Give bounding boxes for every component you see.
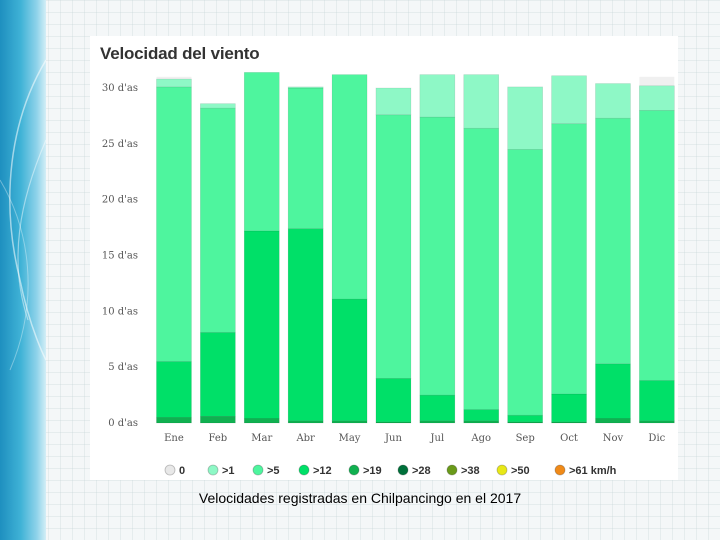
bar-segment xyxy=(243,72,280,232)
bar-segment xyxy=(463,409,500,422)
wind-speed-chart: Velocidad del viento 0 d'as 5 d'as 10 d'as… xyxy=(90,36,678,480)
bar-segment xyxy=(507,414,543,423)
legend-swatch xyxy=(554,464,566,476)
bar-segment xyxy=(156,86,192,362)
legend-swatch xyxy=(164,464,176,476)
x-tick-label: Abr xyxy=(295,433,315,444)
y-tick-label: 20 d'as xyxy=(102,195,138,206)
bar-segment xyxy=(419,420,456,424)
y-tick-label: 0 d'as xyxy=(108,418,138,429)
bar-segment xyxy=(287,86,324,89)
y-tick-label: 30 d'as xyxy=(102,83,138,94)
legend-label: >5 xyxy=(267,465,280,477)
bar-segment xyxy=(463,127,500,410)
bar-segment xyxy=(639,420,675,424)
legend-swatch xyxy=(207,464,219,476)
x-tick-label: Jun xyxy=(384,433,402,444)
bar-segment xyxy=(375,114,412,379)
bar-segment xyxy=(551,75,587,125)
bar-segment xyxy=(331,298,368,422)
bar-segment xyxy=(200,103,236,109)
x-tick-label: Oct xyxy=(560,433,578,444)
chart-title: Velocidad del viento xyxy=(100,44,260,63)
bar-segment xyxy=(639,380,675,422)
legend-swatch xyxy=(298,464,310,476)
legend-label: >38 xyxy=(461,465,480,477)
slide-caption: Velocidades registradas en Chilpancingo … xyxy=(198,490,522,506)
legend-swatch xyxy=(252,464,264,476)
x-tick-label: Ene xyxy=(164,433,184,444)
legend-swatch xyxy=(496,464,508,476)
bar-segment xyxy=(375,87,412,116)
bar-segment xyxy=(287,420,324,424)
legend-swatch xyxy=(446,464,458,476)
legend-label: >1 xyxy=(222,465,235,477)
swirl-decoration xyxy=(0,59,46,371)
bar-segment xyxy=(243,230,280,419)
bar-segment xyxy=(200,415,236,424)
x-tick-label: Jul xyxy=(430,433,445,444)
bar-segment xyxy=(375,378,412,423)
bar-segment xyxy=(200,332,236,417)
bar-segment xyxy=(156,78,192,88)
x-tick-label: Nov xyxy=(603,433,624,444)
y-tick-label: 10 d'as xyxy=(102,306,138,317)
x-tick-label: Feb xyxy=(208,433,227,444)
bar-segment xyxy=(507,86,543,150)
bar-segment xyxy=(595,83,631,119)
x-tick-label: Dic xyxy=(648,433,665,444)
side-decoration-band xyxy=(0,0,46,540)
bar-segment xyxy=(639,110,675,381)
bar-segment xyxy=(595,117,631,365)
bar-segment xyxy=(200,107,236,333)
bar-segment xyxy=(287,228,324,422)
y-tick-label: 15 d'as xyxy=(102,251,138,262)
bar-segment xyxy=(156,361,192,418)
bar-segment xyxy=(243,418,280,424)
x-tick-label: Ago xyxy=(470,433,491,444)
legend-label: >12 xyxy=(313,465,332,477)
bar-segment xyxy=(331,74,368,300)
legend-swatch xyxy=(348,464,360,476)
legend-label: >19 xyxy=(363,465,382,477)
bar-segment xyxy=(331,420,368,424)
chart-plot: 0 d'as 5 d'as 10 d'as 15 d'as 20 d'as 25 d'as… xyxy=(102,72,675,477)
y-tick-label: 25 d'as xyxy=(102,139,138,150)
bar-segment xyxy=(156,417,192,424)
bar-segment xyxy=(419,74,456,118)
bar-segment xyxy=(287,87,324,229)
bar-segment xyxy=(639,85,675,111)
bar-segment xyxy=(551,123,587,395)
x-tick-label: Mar xyxy=(251,433,272,444)
legend-label: 0 xyxy=(179,465,185,477)
legend-label: >61 km/h xyxy=(569,465,617,477)
bar-segment xyxy=(419,394,456,422)
bar-segment xyxy=(551,393,587,423)
bar-segment xyxy=(595,363,631,419)
bar-segment xyxy=(595,418,631,424)
x-tick-label: Sep xyxy=(516,433,535,444)
bar-segment xyxy=(419,116,456,396)
legend-label: >50 xyxy=(511,465,530,477)
bar-segment xyxy=(463,420,500,424)
y-tick-label: 5 d'as xyxy=(108,362,138,373)
legend-swatch xyxy=(397,464,409,476)
bar-segment xyxy=(463,74,500,129)
bar-segment xyxy=(507,149,543,416)
legend-label: >28 xyxy=(412,465,431,477)
x-tick-label: May xyxy=(339,433,361,444)
